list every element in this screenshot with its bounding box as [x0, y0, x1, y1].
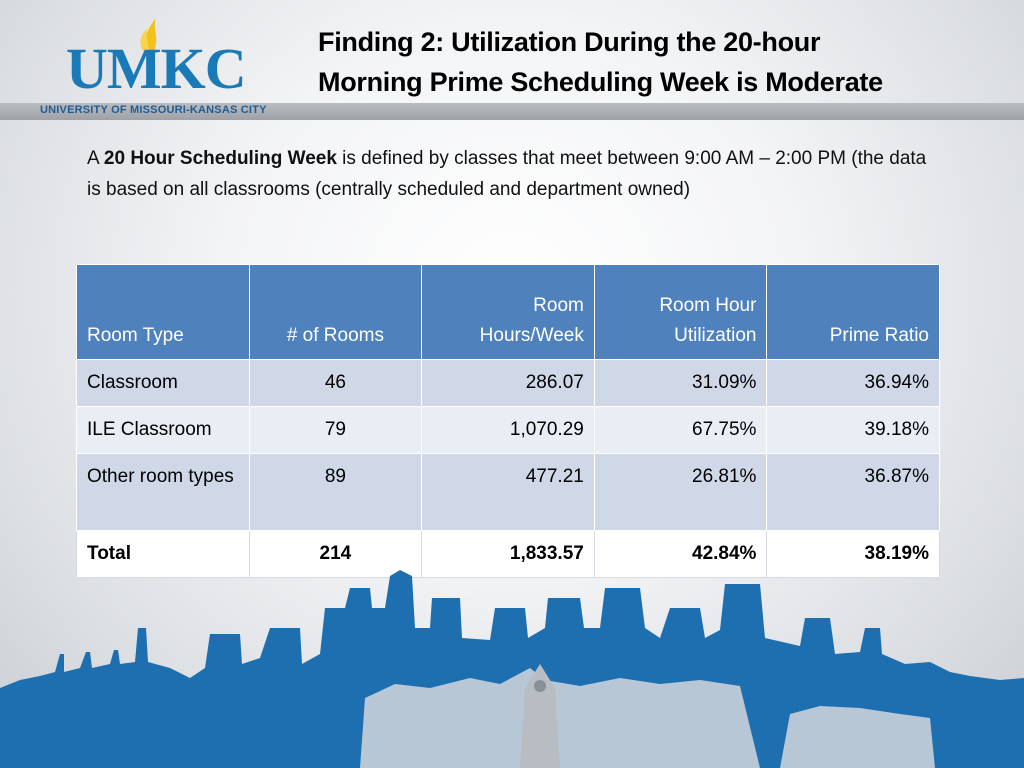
city-skyline-graphic	[0, 570, 1024, 768]
cell-num-rooms: 89	[248, 453, 423, 531]
cell-room-hours: 1,833.57	[421, 530, 595, 578]
umkc-logo: UMKC	[40, 14, 300, 104]
cell-utilization: 31.09%	[593, 359, 768, 407]
cell-num-rooms: 46	[248, 359, 423, 407]
logo-subtitle: UNIVERSITY OF MISSOURI-KANSAS CITY	[40, 104, 267, 116]
title-line-2: Morning Prime Scheduling Week is Moderat…	[318, 67, 883, 97]
cell-room-hours: 1,070.29	[421, 406, 595, 454]
header-prime-ratio: Prime Ratio	[766, 264, 940, 360]
table-row: Classroom 46 286.07 31.09% 36.94%	[76, 359, 940, 407]
table-row: Other room types 89 477.21 26.81% 36.87%	[76, 453, 940, 531]
cell-prime-ratio: 36.94%	[766, 359, 940, 407]
cell-room-hours: 477.21	[421, 453, 595, 531]
title-line-1: Finding 2: Utilization During the 20-hou…	[318, 27, 821, 57]
header-num-rooms: # of Rooms	[248, 264, 423, 360]
header-utilization: Room Hour Utilization	[593, 264, 768, 360]
cell-prime-ratio: 38.19%	[766, 530, 940, 578]
table-total-row: Total 214 1,833.57 42.84% 38.19%	[76, 530, 940, 578]
intro-paragraph: A 20 Hour Scheduling Week is defined by …	[87, 143, 937, 205]
header-room-hours: Room Hours/Week	[421, 264, 595, 360]
flame-icon	[140, 18, 157, 52]
intro-term: 20 Hour Scheduling Week	[103, 148, 337, 169]
cell-prime-ratio: 39.18%	[766, 406, 940, 454]
cell-utilization: 26.81%	[593, 453, 768, 531]
table-row: ILE Classroom 79 1,070.29 67.75% 39.18%	[76, 406, 940, 454]
table-header-row: Room Type # of Rooms Room Hours/Week Roo…	[76, 264, 940, 360]
cell-utilization: 67.75%	[593, 406, 768, 454]
cell-utilization: 42.84%	[593, 530, 768, 578]
cell-num-rooms: 214	[248, 530, 423, 578]
cell-room-type: Classroom	[76, 359, 250, 407]
cell-num-rooms: 79	[248, 406, 423, 454]
header-band	[0, 103, 1024, 120]
intro-prefix: A	[87, 148, 104, 169]
header-room-type: Room Type	[76, 264, 250, 360]
cell-room-type: Other room types	[76, 453, 250, 531]
intro-rest: is defined by classes that meet between …	[87, 148, 927, 200]
slide-title: Finding 2: Utilization During the 20-hou…	[318, 22, 1008, 102]
cell-room-hours: 286.07	[421, 359, 595, 407]
cell-prime-ratio: 36.87%	[766, 453, 940, 531]
logo-wordmark: UMKC	[66, 36, 247, 101]
cell-room-type: ILE Classroom	[76, 406, 250, 454]
utilization-table: Room Type # of Rooms Room Hours/Week Roo…	[76, 264, 940, 578]
